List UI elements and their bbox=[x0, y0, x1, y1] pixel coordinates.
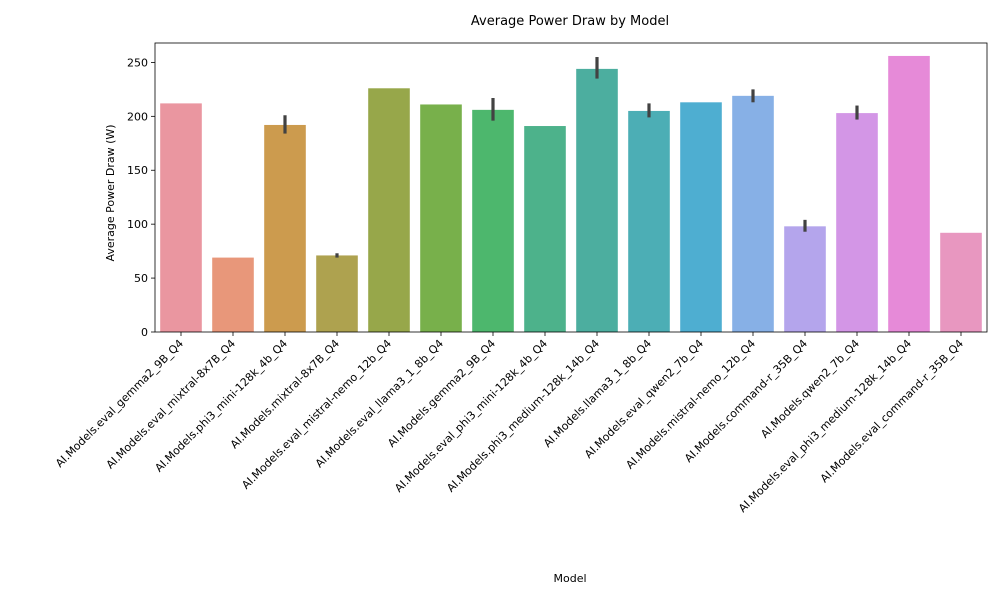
bar bbox=[212, 257, 254, 332]
bar bbox=[264, 124, 306, 332]
y-axis: 0 50 100 150 200 250 bbox=[127, 56, 155, 339]
bar bbox=[680, 102, 722, 333]
bar bbox=[784, 226, 826, 332]
y-tick-label: 100 bbox=[127, 218, 148, 231]
x-tick-label: AI.Models.gemma2_9B_Q4 bbox=[385, 337, 498, 450]
bar bbox=[472, 109, 514, 332]
bar bbox=[420, 104, 462, 332]
x-axis-label: Model bbox=[553, 572, 586, 585]
bar bbox=[368, 88, 410, 332]
x-tick-label: AI.Models.mixtral-8x7B_Q4 bbox=[228, 337, 342, 451]
y-tick-label: 0 bbox=[141, 326, 148, 339]
bar bbox=[940, 232, 982, 332]
bar bbox=[888, 55, 930, 332]
y-tick-label: 200 bbox=[127, 110, 148, 123]
bar bbox=[160, 103, 202, 332]
bar bbox=[316, 255, 358, 332]
y-tick-label: 150 bbox=[127, 164, 148, 177]
x-tick-label: AI.Models.qwen2_7b_Q4 bbox=[758, 337, 862, 441]
plot-frame bbox=[154, 42, 988, 333]
y-tick-label: 50 bbox=[134, 272, 148, 285]
bar bbox=[628, 110, 670, 332]
y-axis-label: Average Power Draw (W) bbox=[104, 124, 117, 261]
y-tick-label: 250 bbox=[127, 56, 148, 69]
bar bbox=[576, 68, 618, 332]
x-axis: AI.Models.eval_gemma2_9B_Q4AI.Models.eva… bbox=[53, 332, 966, 515]
bar bbox=[732, 95, 774, 332]
chart-title: Average Power Draw by Model bbox=[471, 14, 669, 29]
bar bbox=[836, 113, 878, 332]
bar bbox=[524, 126, 566, 332]
x-tick-label: AI.Models.llama3_1_8b_Q4 bbox=[541, 337, 654, 450]
bars bbox=[160, 55, 982, 333]
